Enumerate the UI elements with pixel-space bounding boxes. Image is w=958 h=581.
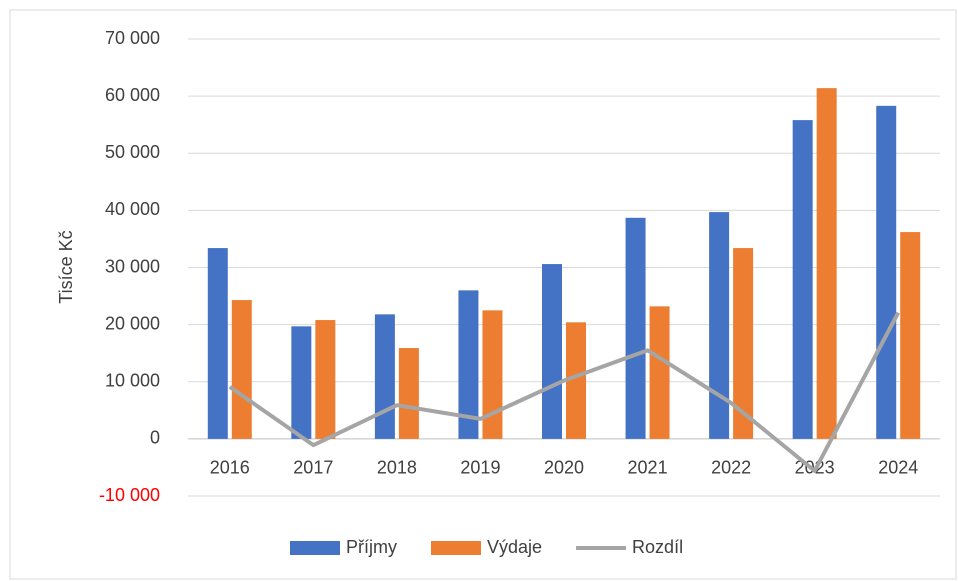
x-tick-label: 2022	[711, 458, 751, 478]
bar	[816, 88, 837, 439]
bar	[876, 105, 897, 439]
y-tick-label: 40 000	[105, 199, 160, 219]
x-tick-label: 2016	[210, 458, 250, 478]
y-tick-label: 70 000	[105, 28, 160, 48]
bar	[398, 348, 419, 439]
line-series	[228, 311, 900, 473]
bar	[649, 306, 670, 439]
x-tick-label: 2017	[293, 458, 333, 478]
y-tick-label: 50 000	[105, 142, 160, 162]
bar	[291, 326, 312, 439]
bar	[709, 212, 730, 439]
bar	[207, 248, 228, 439]
y-tick-label: 20 000	[105, 313, 160, 333]
legend-label: Výdaje	[487, 537, 542, 557]
x-tick-label: 2018	[377, 458, 417, 478]
x-tick-label: 2019	[460, 458, 500, 478]
bar	[231, 300, 252, 439]
x-tick-label: 2021	[628, 458, 668, 478]
legend-swatch	[290, 541, 340, 555]
y-tick-label: 10 000	[105, 371, 160, 391]
legend-label: Příjmy	[346, 537, 397, 557]
bar	[625, 217, 646, 439]
bar	[733, 248, 754, 439]
bar	[374, 314, 395, 439]
x-tick-label: 2024	[878, 458, 918, 478]
y-tick-label: 30 000	[105, 256, 160, 276]
bar	[315, 320, 336, 439]
legend-swatch	[431, 541, 481, 555]
y-tick-label: -10 000	[99, 485, 160, 505]
bar	[482, 310, 503, 439]
y-axis-title: Tisíce Kč	[56, 230, 76, 303]
bar	[900, 232, 921, 439]
y-tick-label: 0	[150, 428, 160, 448]
bar	[458, 290, 479, 439]
bar	[792, 120, 813, 439]
bar	[566, 322, 586, 439]
y-tick-label: 60 000	[105, 85, 160, 105]
legend-label: Rozdíl	[632, 537, 683, 557]
x-tick-label: 2020	[544, 458, 584, 478]
bar	[542, 264, 562, 439]
